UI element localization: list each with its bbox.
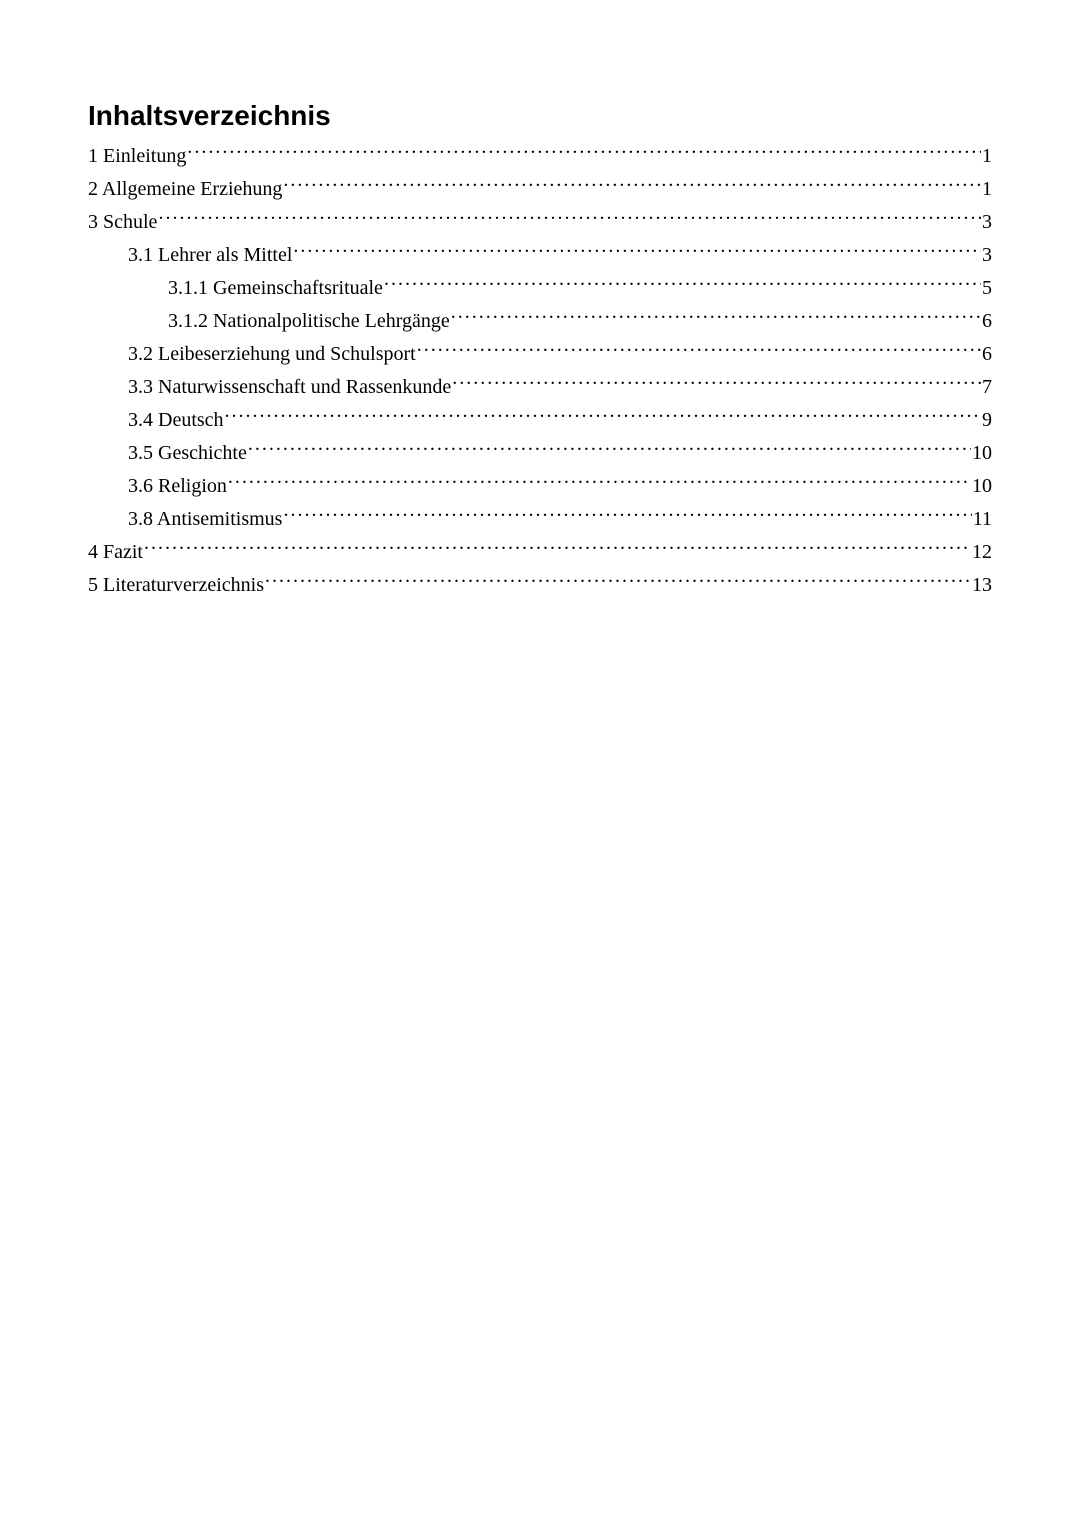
- toc-entry-label: 3.1.1 Gemeinschaftsrituale: [168, 273, 383, 303]
- toc-entry-page: 13: [972, 570, 992, 600]
- toc-leader: [451, 303, 981, 327]
- toc-entry: 3 Schule 3: [88, 204, 992, 237]
- toc-entry-label: 3.1.2 Nationalpolitische Lehrgänge: [168, 306, 450, 336]
- toc-leader: [452, 369, 981, 393]
- toc-entry-page: 6: [982, 339, 992, 369]
- toc-entry-page: 9: [982, 405, 992, 435]
- toc-leader: [384, 270, 981, 294]
- toc-entry-page: 10: [972, 471, 992, 501]
- toc-entry: 3.1 Lehrer als Mittel 3: [88, 237, 992, 270]
- toc-entry-label: 3.4 Deutsch: [128, 405, 224, 435]
- toc-list: 1 Einleitung 1 2 Allgemeine Erziehung 1 …: [88, 138, 992, 600]
- toc-entry: 1 Einleitung 1: [88, 138, 992, 171]
- toc-title: Inhaltsverzeichnis: [88, 100, 992, 132]
- toc-entry-label: 3.8 Antisemitismus: [128, 504, 282, 534]
- toc-entry-page: 3: [982, 240, 992, 270]
- toc-entry-label: 4 Fazit: [88, 537, 143, 567]
- toc-entry: 3.5 Geschichte 10: [88, 435, 992, 468]
- toc-entry-label: 1 Einleitung: [88, 141, 186, 171]
- toc-leader: [417, 336, 981, 360]
- toc-leader: [187, 138, 981, 162]
- toc-entry-label: 3.1 Lehrer als Mittel: [128, 240, 292, 270]
- toc-entry-page: 1: [982, 141, 992, 171]
- toc-leader: [265, 567, 971, 591]
- toc-entry-label: 3.6 Religion: [128, 471, 227, 501]
- toc-entry-label: 3.3 Naturwissenschaft und Rassenkunde: [128, 372, 451, 402]
- toc-leader: [283, 171, 981, 195]
- toc-leader: [225, 402, 981, 426]
- toc-entry-page: 12: [972, 537, 992, 567]
- toc-entry-page: 5: [982, 273, 992, 303]
- toc-entry: 3.6 Religion 10: [88, 468, 992, 501]
- toc-entry-page: 3: [982, 207, 992, 237]
- toc-entry-page: 7: [982, 372, 992, 402]
- toc-entry: 2 Allgemeine Erziehung 1: [88, 171, 992, 204]
- toc-entry-label: 5 Literaturverzeichnis: [88, 570, 264, 600]
- toc-entry: 4 Fazit 12: [88, 534, 992, 567]
- toc-entry: 3.8 Antisemitismus 11: [88, 501, 992, 534]
- toc-entry: 3.3 Naturwissenschaft und Rassenkunde 7: [88, 369, 992, 402]
- toc-entry-page: 6: [982, 306, 992, 336]
- toc-entry-page: 1: [982, 174, 992, 204]
- toc-leader: [293, 237, 981, 261]
- toc-leader: [144, 534, 971, 558]
- toc-entry: 3.1.1 Gemeinschaftsrituale 5: [88, 270, 992, 303]
- toc-entry-label: 3 Schule: [88, 207, 157, 237]
- toc-entry-label: 2 Allgemeine Erziehung: [88, 174, 282, 204]
- toc-entry: 5 Literaturverzeichnis 13: [88, 567, 992, 600]
- toc-entry-page: 11: [973, 504, 992, 534]
- toc-entry-page: 10: [972, 438, 992, 468]
- toc-entry-label: 3.2 Leibeserziehung und Schulsport: [128, 339, 416, 369]
- toc-leader: [228, 468, 971, 492]
- toc-entry: 3.1.2 Nationalpolitische Lehrgänge 6: [88, 303, 992, 336]
- toc-leader: [158, 204, 981, 228]
- toc-entry: 3.4 Deutsch 9: [88, 402, 992, 435]
- toc-leader: [248, 435, 971, 459]
- toc-leader: [283, 501, 971, 525]
- toc-entry-label: 3.5 Geschichte: [128, 438, 247, 468]
- toc-entry: 3.2 Leibeserziehung und Schulsport 6: [88, 336, 992, 369]
